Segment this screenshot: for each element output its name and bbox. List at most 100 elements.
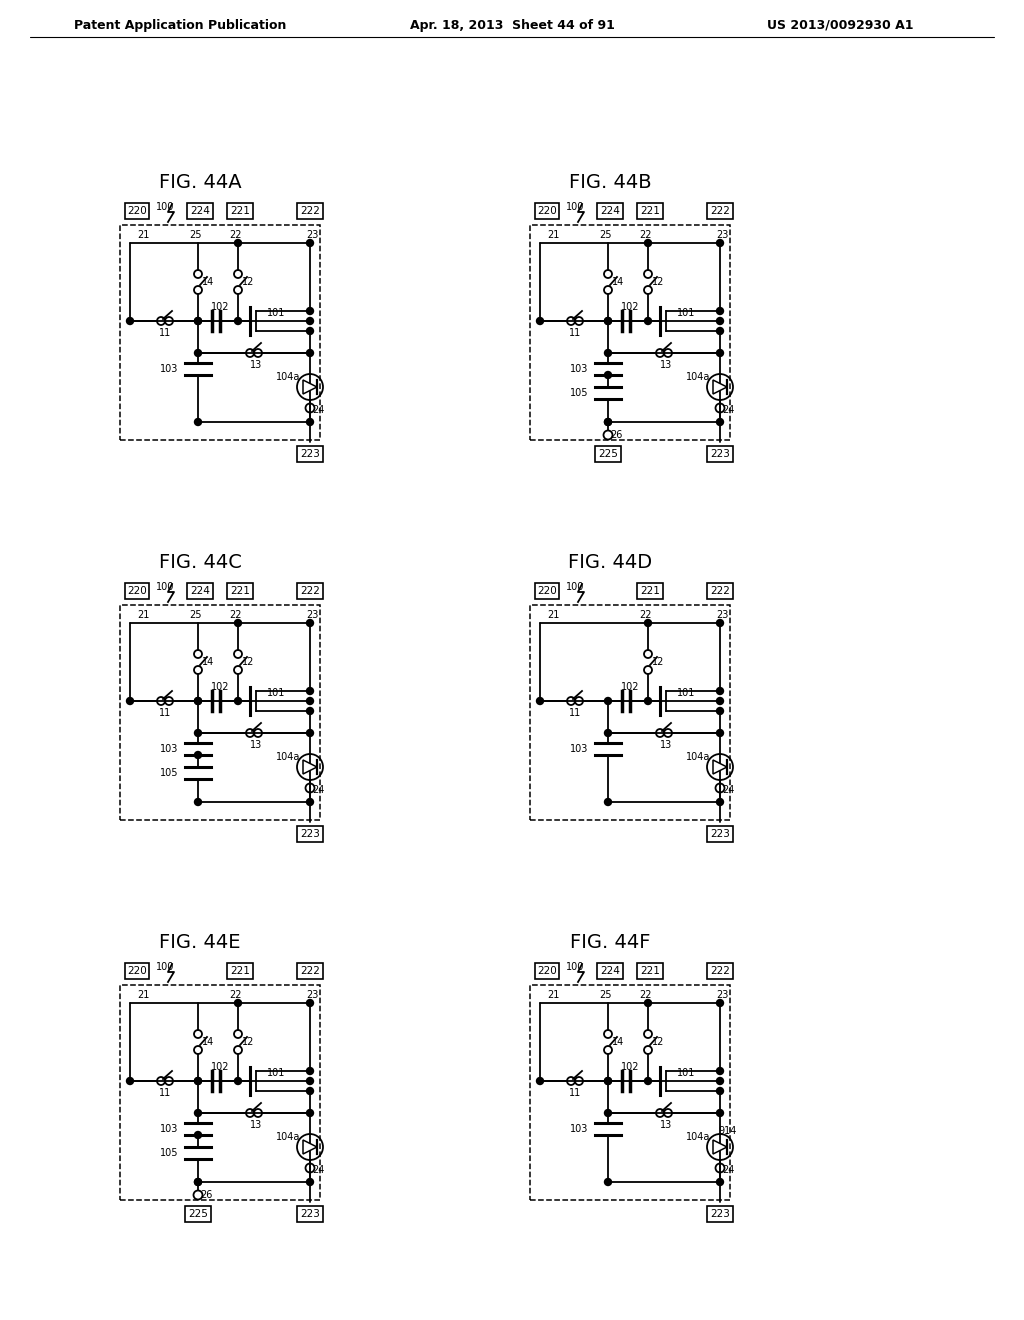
Circle shape (604, 799, 611, 805)
Circle shape (644, 1077, 651, 1085)
Circle shape (195, 1131, 202, 1138)
Text: FIG. 44C: FIG. 44C (159, 553, 242, 573)
Text: 12: 12 (652, 657, 665, 667)
Circle shape (604, 318, 611, 325)
Text: 104a: 104a (686, 372, 711, 381)
Circle shape (195, 730, 202, 737)
Text: 13: 13 (250, 360, 262, 370)
Circle shape (604, 418, 611, 425)
Text: 12: 12 (652, 277, 665, 286)
Text: 221: 221 (230, 586, 250, 597)
Text: 225: 225 (598, 449, 617, 459)
Text: 103: 103 (569, 744, 588, 754)
Circle shape (234, 619, 242, 627)
Text: 12: 12 (652, 1038, 665, 1047)
Text: 23: 23 (306, 990, 318, 1001)
Text: 24: 24 (312, 785, 325, 795)
Circle shape (234, 999, 242, 1006)
Circle shape (306, 1077, 313, 1085)
Circle shape (306, 1110, 313, 1117)
Text: 102: 102 (621, 1063, 639, 1072)
Circle shape (306, 708, 313, 714)
Text: 21: 21 (137, 610, 150, 620)
Circle shape (306, 308, 313, 314)
Circle shape (644, 239, 651, 247)
Bar (120, 224, 319, 440)
Polygon shape (303, 1140, 317, 1154)
Circle shape (234, 1077, 242, 1085)
Circle shape (644, 999, 651, 1006)
Circle shape (195, 697, 202, 705)
Text: 24: 24 (722, 405, 734, 414)
Circle shape (306, 730, 313, 737)
Circle shape (717, 708, 724, 714)
Text: 104a: 104a (686, 752, 711, 762)
Text: 21: 21 (137, 230, 150, 240)
Text: 22: 22 (229, 230, 243, 240)
Text: 22: 22 (640, 610, 652, 620)
Polygon shape (303, 760, 317, 774)
Bar (530, 605, 730, 820)
Text: 103: 103 (160, 1125, 178, 1134)
Circle shape (306, 350, 313, 356)
Text: 100: 100 (156, 582, 174, 591)
Circle shape (195, 799, 202, 805)
Circle shape (604, 1179, 611, 1185)
Text: 21: 21 (547, 230, 559, 240)
Text: 220: 220 (538, 586, 557, 597)
Text: 100: 100 (156, 202, 174, 213)
Circle shape (644, 619, 651, 627)
Text: 102: 102 (211, 1063, 229, 1072)
Circle shape (306, 619, 313, 627)
Text: 105: 105 (160, 1148, 178, 1158)
Text: FIG. 44D: FIG. 44D (568, 553, 652, 573)
Text: 14: 14 (202, 277, 214, 286)
Bar (120, 985, 319, 1200)
Text: 12: 12 (242, 1038, 254, 1047)
Circle shape (717, 1077, 724, 1085)
Circle shape (306, 318, 313, 325)
Circle shape (604, 318, 611, 325)
Bar (530, 985, 730, 1200)
Text: 21: 21 (547, 610, 559, 620)
Circle shape (717, 619, 724, 627)
Bar (120, 605, 319, 820)
Circle shape (234, 697, 242, 705)
Circle shape (127, 318, 133, 325)
Text: 220: 220 (538, 206, 557, 216)
Circle shape (195, 1179, 202, 1185)
Text: 12: 12 (242, 277, 254, 286)
Text: 22: 22 (229, 610, 243, 620)
Circle shape (234, 239, 242, 247)
Circle shape (195, 318, 202, 325)
Text: 25: 25 (600, 230, 612, 240)
Text: 100: 100 (566, 202, 584, 213)
Text: 11: 11 (569, 327, 582, 338)
Circle shape (306, 1179, 313, 1185)
Circle shape (717, 697, 724, 705)
Text: 104a: 104a (686, 1133, 711, 1142)
Text: 100: 100 (156, 962, 174, 972)
Circle shape (537, 318, 544, 325)
Text: 21: 21 (137, 990, 150, 1001)
Text: 21: 21 (547, 990, 559, 1001)
Text: 101: 101 (677, 688, 695, 698)
Text: 12: 12 (242, 657, 254, 667)
Circle shape (717, 688, 724, 694)
Text: 100: 100 (566, 962, 584, 972)
Circle shape (306, 799, 313, 805)
Circle shape (306, 999, 313, 1006)
Text: 224: 224 (600, 966, 620, 975)
Text: 223: 223 (300, 1209, 319, 1218)
Text: 102: 102 (621, 682, 639, 692)
Circle shape (306, 1088, 313, 1094)
Text: 220: 220 (538, 966, 557, 975)
Text: 223: 223 (300, 449, 319, 459)
Text: 220: 220 (127, 966, 146, 975)
Text: 14: 14 (202, 1038, 214, 1047)
Text: 23: 23 (716, 990, 728, 1001)
Text: 102: 102 (621, 302, 639, 312)
Text: 224: 224 (600, 206, 620, 216)
Text: 104a: 104a (275, 1133, 300, 1142)
Text: 101: 101 (267, 688, 286, 698)
